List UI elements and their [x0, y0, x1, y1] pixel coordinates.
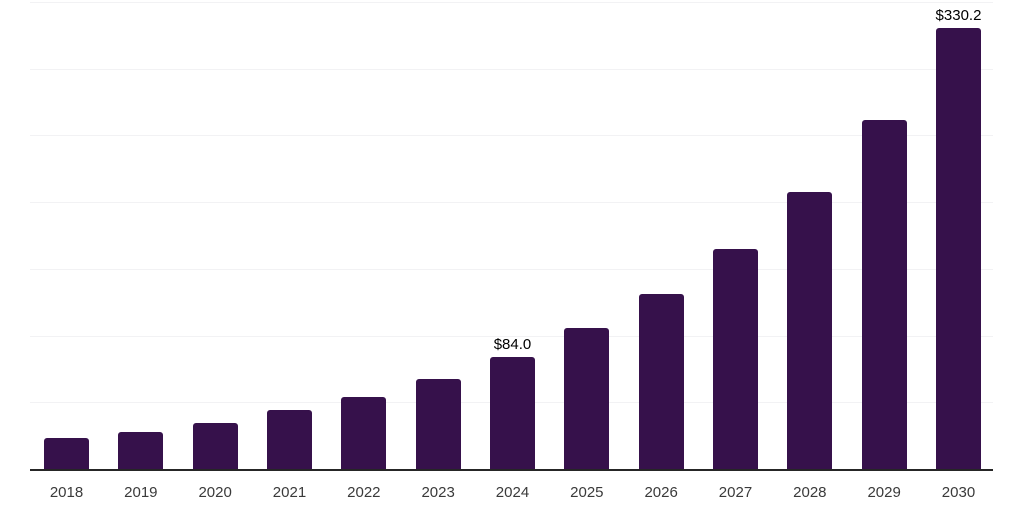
x-tick-2023: 2023: [421, 484, 455, 501]
bar-2030: [935, 28, 981, 469]
gridline-250: [30, 135, 993, 136]
x-tick-2022: 2022: [347, 484, 381, 501]
bar-value-label-2030: $330.2: [935, 7, 982, 25]
x-tick-2026: 2026: [644, 484, 678, 501]
bar-2019: [118, 432, 164, 469]
x-tick-2018: 2018: [49, 484, 84, 501]
bar-2022: [341, 397, 387, 469]
bar-2027: [712, 248, 758, 469]
x-tick-2020: 2020: [198, 484, 232, 501]
x-tick-2025: 2025: [570, 484, 604, 501]
bar-2023: [415, 379, 461, 469]
bar-2018: [44, 438, 89, 469]
x-tick-2030: 2030: [941, 484, 976, 501]
gridline-300: [30, 69, 993, 70]
x-tick-2028: 2028: [793, 484, 827, 501]
x-tick-2024: 2024: [495, 484, 530, 501]
bar-value-label-2024: $84.0: [493, 335, 532, 353]
x-axis-line: [30, 469, 993, 471]
x-tick-2029: 2029: [867, 484, 901, 501]
bar-2028: [787, 192, 833, 469]
bar-2029: [861, 119, 907, 469]
x-tick-2021: 2021: [272, 484, 307, 501]
gridline-200: [30, 202, 993, 203]
x-tick-2019: 2019: [124, 484, 158, 501]
bar-2024: [489, 356, 535, 469]
x-tick-2027: 2027: [718, 484, 753, 501]
bar-2020: [192, 423, 238, 469]
bar-2021: [266, 410, 312, 469]
gridline-350: [30, 2, 993, 3]
bar-2026: [638, 293, 684, 469]
gridline-150: [30, 269, 993, 270]
gridline-100: [30, 336, 993, 337]
bar-2025: [564, 328, 610, 469]
